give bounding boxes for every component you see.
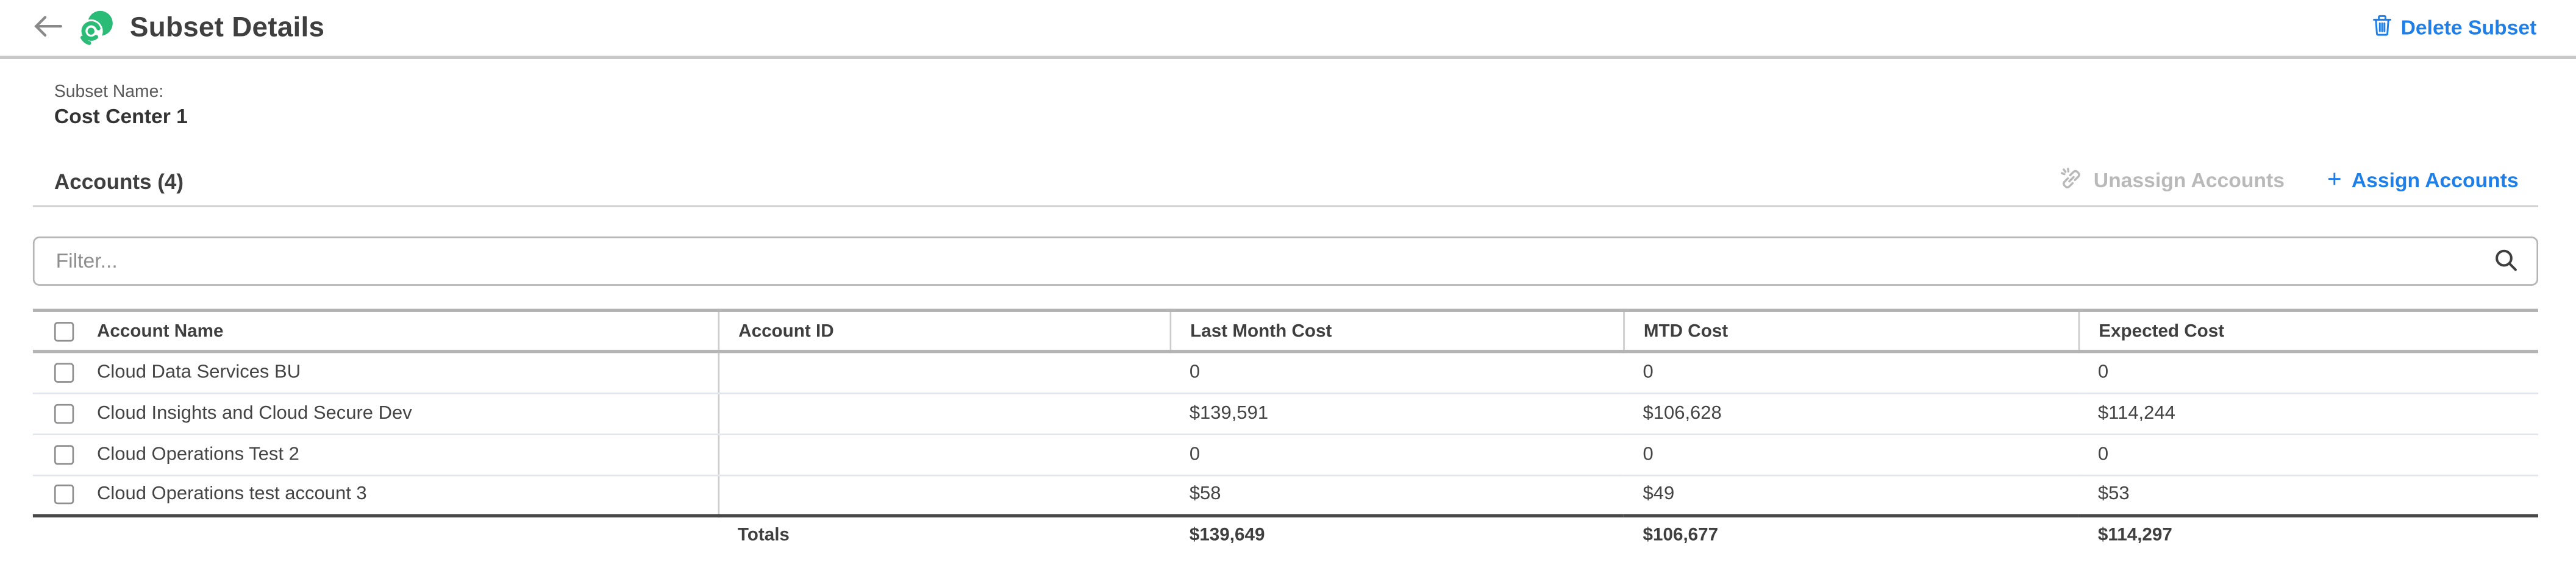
totals-row: Totals $139,649 $106,677 $114,297 (32, 516, 2539, 553)
search-icon (2494, 248, 2518, 281)
mtd-cost: 0 (1623, 351, 2078, 394)
column-header-account-id[interactable]: Account ID (717, 310, 1170, 352)
table-row: Cloud Insights and Cloud Secure Dev $139… (32, 392, 2539, 435)
account-id (717, 433, 1170, 476)
column-header-last-month-cost[interactable]: Last Month Cost (1169, 310, 1624, 352)
unlink-icon (2061, 166, 2084, 194)
last-month-cost: 0 (1169, 351, 1624, 394)
expected-cost: 0 (2078, 351, 2539, 394)
account-name: Cloud Insights and Cloud Secure Dev (96, 403, 412, 423)
table-row: Cloud Operations Test 2 0 0 0 (32, 433, 2539, 476)
content-area: Subset Name: Cost Center 1 Accounts (4) … (0, 80, 2576, 553)
mtd-cost: 0 (1623, 433, 2078, 476)
page-title: Subset Details (129, 11, 325, 43)
trash-icon (2373, 15, 2392, 41)
accounts-actions: Unassign Accounts + Assign Accounts (2061, 166, 2519, 194)
top-bar: Subset Details Delete Subset (0, 0, 2576, 60)
cloud-insights-logo-icon (77, 10, 113, 46)
assign-accounts-button[interactable]: + Assign Accounts (2327, 166, 2519, 194)
totals-mtd-cost: $106,677 (1643, 525, 1719, 546)
accounts-table: Account Name Account ID Last Month Cost … (32, 309, 2539, 553)
arrow-left-icon (33, 14, 64, 42)
column-header-account-name[interactable]: Account Name (33, 310, 718, 351)
column-header-mtd-cost[interactable]: MTD Cost (1622, 310, 2078, 352)
account-id (717, 351, 1170, 394)
account-name: Cloud Operations test account 3 (96, 485, 367, 505)
totals-expected-cost: $114,297 (2097, 525, 2172, 546)
subset-info: Subset Name: Cost Center 1 (54, 80, 2538, 130)
column-header-label: Account Name (96, 321, 224, 341)
last-month-cost: $58 (1169, 474, 1624, 517)
totals-label: Totals (737, 525, 790, 546)
row-checkbox[interactable] (54, 485, 74, 505)
plus-icon: + (2327, 166, 2342, 194)
account-id (717, 474, 1170, 517)
subset-name-label: Subset Name: (54, 82, 164, 102)
expected-cost: 0 (2078, 433, 2539, 476)
accounts-section-header: Accounts (4) Unassign Accounts + Assign … (32, 163, 2539, 207)
account-name: Cloud Data Services BU (96, 362, 301, 383)
accounts-heading: Accounts (4) (54, 168, 184, 193)
account-id (717, 392, 1170, 435)
last-month-cost: $139,591 (1169, 392, 1624, 435)
totals-last-month-cost: $139,649 (1189, 525, 1265, 546)
expected-cost: $114,244 (2078, 392, 2539, 435)
select-all-checkbox[interactable] (54, 321, 74, 341)
back-button[interactable] (33, 14, 64, 42)
assign-accounts-label: Assign Accounts (2351, 169, 2519, 193)
mtd-cost: $106,628 (1623, 392, 2078, 435)
unassign-accounts-label: Unassign Accounts (2093, 169, 2285, 193)
table-row: Cloud Data Services BU 0 0 0 (32, 351, 2539, 394)
filter-bar (32, 237, 2539, 286)
table-header-row: Account Name Account ID Last Month Cost … (32, 310, 2539, 352)
account-name: Cloud Operations Test 2 (96, 444, 299, 464)
filter-input[interactable] (32, 237, 2539, 286)
table-row: Cloud Operations test account 3 $58 $49 … (32, 474, 2539, 517)
delete-subset-button[interactable]: Delete Subset (2373, 15, 2537, 41)
last-month-cost: 0 (1169, 433, 1624, 476)
row-checkbox[interactable] (54, 362, 74, 383)
subset-name-value: Cost Center 1 (54, 105, 188, 129)
mtd-cost: $49 (1623, 474, 2078, 517)
unassign-accounts-button[interactable]: Unassign Accounts (2061, 166, 2285, 194)
row-checkbox[interactable] (54, 403, 74, 423)
column-header-expected-cost[interactable]: Expected Cost (2077, 310, 2539, 352)
row-checkbox[interactable] (54, 444, 74, 464)
expected-cost: $53 (2078, 474, 2539, 517)
delete-subset-label: Delete Subset (2400, 16, 2537, 40)
